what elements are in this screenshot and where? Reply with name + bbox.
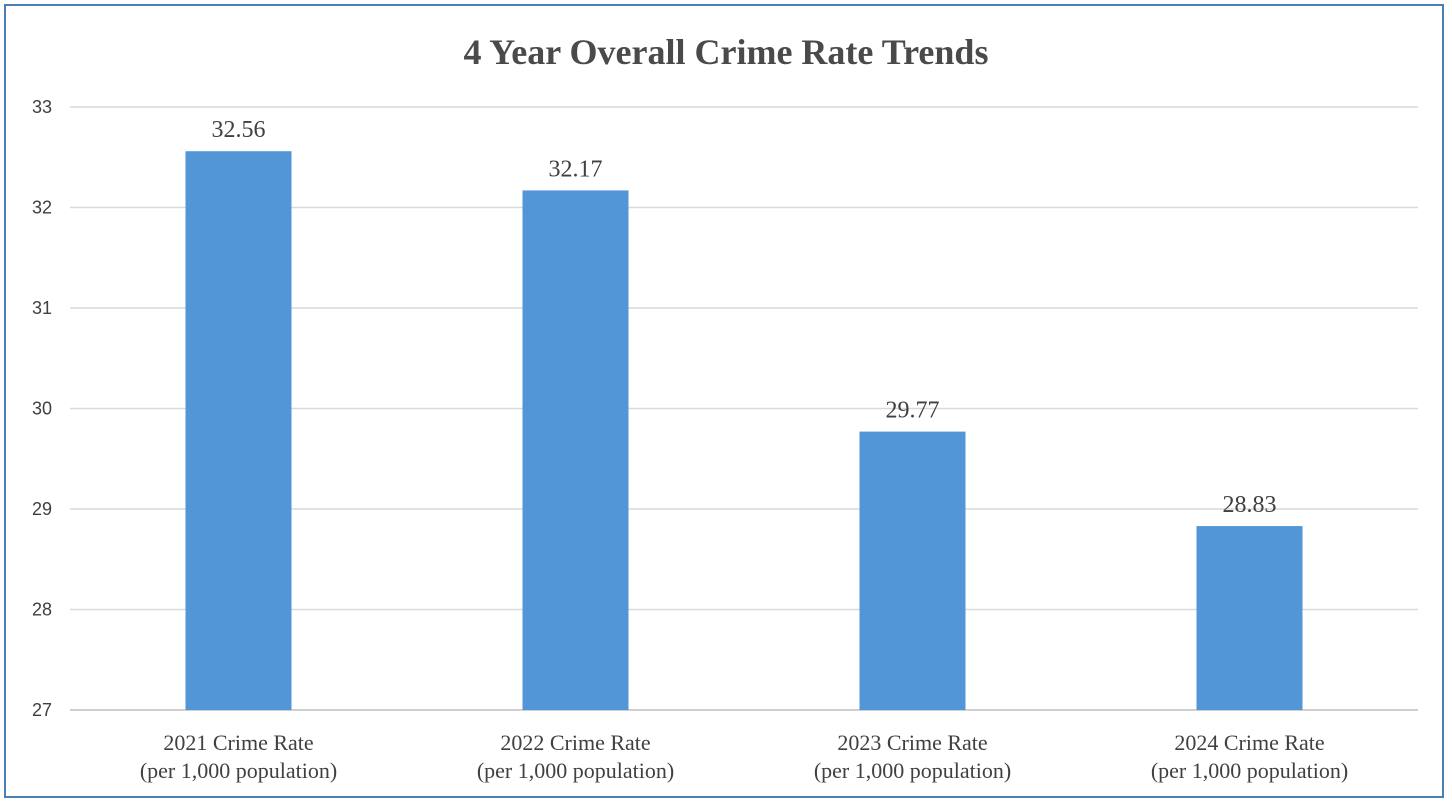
- data-label: 32.56: [212, 117, 266, 143]
- y-tick-label: 28: [32, 600, 52, 620]
- bar: [859, 431, 966, 710]
- y-tick-label: 27: [32, 700, 52, 720]
- bar: [1196, 526, 1303, 710]
- bar: [185, 151, 292, 711]
- gridlines: [70, 106, 1418, 711]
- x-tick-label: 2024 Crime Rate: [1174, 730, 1324, 755]
- x-tick-label: 2021 Crime Rate: [163, 730, 313, 755]
- y-axis-ticks: 27 28 29 30 31 32 33: [32, 97, 52, 720]
- y-tick-label: 31: [32, 298, 52, 318]
- y-tick-label: 30: [32, 399, 52, 419]
- x-tick-label: (per 1,000 population): [814, 758, 1011, 783]
- data-label: 28.83: [1223, 492, 1277, 518]
- data-label: 32.17: [549, 156, 603, 182]
- y-tick-label: 29: [32, 499, 52, 519]
- data-labels: 32.56 32.17 29.77 28.83: [212, 117, 1277, 518]
- y-tick-label: 33: [32, 97, 52, 117]
- x-tick-label: 2022 Crime Rate: [500, 730, 650, 755]
- x-tick-label: (per 1,000 population): [477, 758, 674, 783]
- x-axis-ticks: 2021 Crime Rate (per 1,000 population) 202…: [140, 730, 1348, 783]
- x-tick-label: (per 1,000 population): [140, 758, 337, 783]
- x-tick-label: 2023 Crime Rate: [837, 730, 987, 755]
- bar: [522, 190, 629, 711]
- data-label: 29.77: [886, 398, 940, 424]
- chart-title: 4 Year Overall Crime Rate Trends: [464, 32, 989, 72]
- y-tick-label: 32: [32, 198, 52, 218]
- x-tick-label: (per 1,000 population): [1151, 758, 1348, 783]
- bars: [185, 151, 1303, 711]
